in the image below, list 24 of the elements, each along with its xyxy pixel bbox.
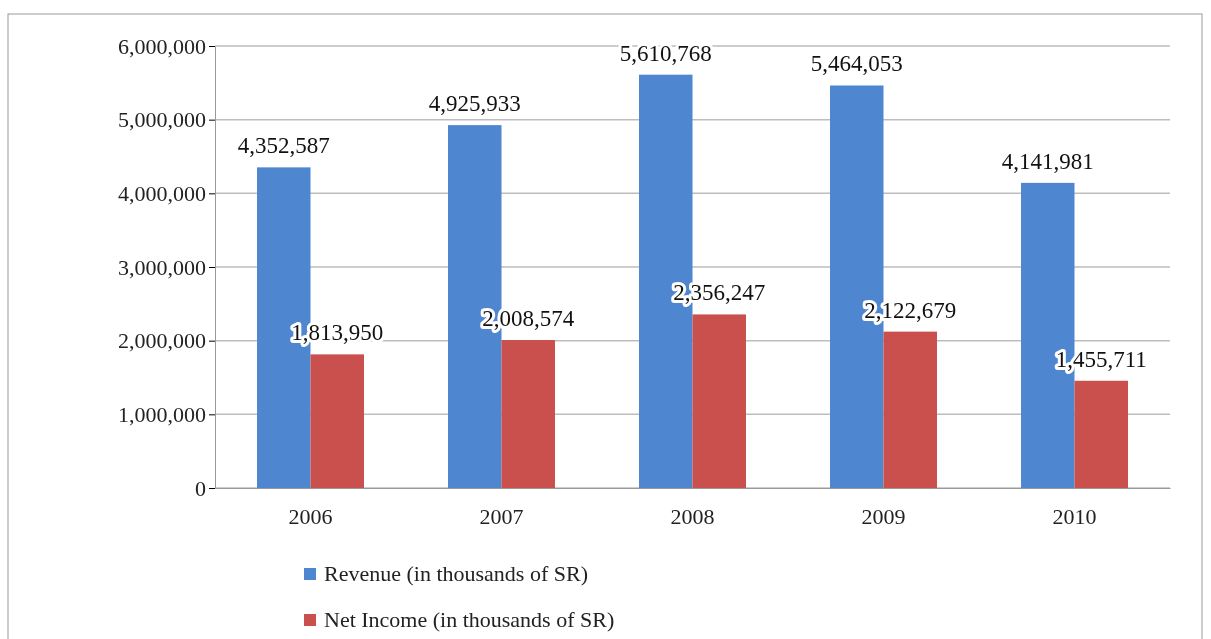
y-tick-label: 0 [195,475,206,501]
legend-label: Net Income (in thousands of SR) [324,607,615,632]
x-tick-label: 2010 [1052,503,1097,529]
data-label: 4,352,587 [237,133,330,159]
y-tick-label: 1,000,000 [118,401,206,427]
data-label: 4,925,933 [428,91,521,117]
y-tick-label: 4,000,000 [118,180,206,206]
x-tick-label: 2006 [288,503,333,529]
data-label: 5,464,053 [810,51,903,77]
bar [310,354,364,488]
y-tick-label: 3,000,000 [118,254,206,280]
x-tick-label: 2007 [479,503,524,529]
data-label: 4,141,981 [1001,148,1094,174]
y-tick-label: 6,000,000 [118,33,206,59]
data-label: 5,610,768 [619,40,712,66]
bar [1074,380,1128,488]
x-tick-label: 2008 [670,503,715,529]
bar [501,340,555,488]
bar [883,331,937,488]
y-tick-label: 5,000,000 [118,107,206,133]
x-tick-label: 2009 [861,503,906,529]
bar [692,314,746,488]
legend-label: Revenue (in thousands of SR) [324,561,588,586]
y-tick-label: 2,000,000 [118,328,206,354]
